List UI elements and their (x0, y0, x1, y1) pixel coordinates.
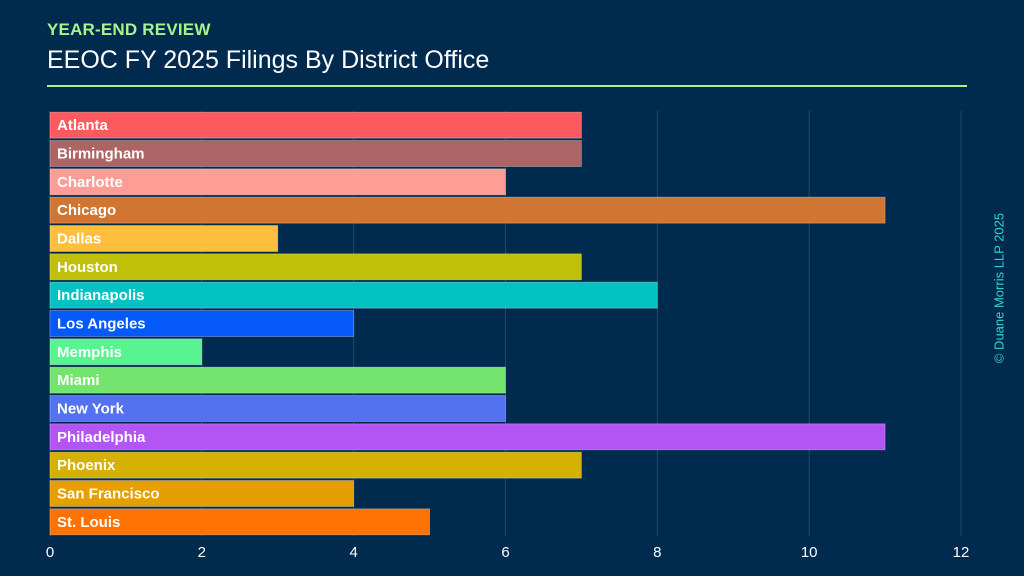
bar-label: Philadelphia (57, 429, 146, 446)
bar-label: Memphis (57, 344, 122, 361)
x-tick-label: 0 (46, 544, 54, 561)
bar-miami (49, 366, 506, 394)
bar-birmingham (49, 140, 582, 167)
bar-atlanta (49, 111, 582, 139)
bar-philadelphia (49, 423, 886, 451)
copyright-watermark: © Duane Morris LLP 2025 (991, 212, 1007, 364)
bar-label: San Francisco (57, 486, 160, 503)
bar-memphis (49, 338, 203, 366)
bar-label: New York (57, 401, 125, 418)
bar-label: St. Louis (57, 514, 120, 531)
bars: Atlanta Birmingham Charlotte Chicago Dallas H… (49, 111, 886, 536)
bar-indianapolis (49, 281, 658, 309)
bar-label: Dallas (57, 231, 101, 248)
bar-label: Atlanta (57, 117, 108, 134)
bar-new-york (49, 395, 506, 422)
bar-houston (49, 253, 582, 281)
bar-label: Miami (57, 372, 100, 389)
bar-label: Los Angeles (57, 316, 146, 333)
bar-phoenix (49, 451, 582, 479)
x-tick-label: 10 (801, 544, 818, 561)
title-divider (47, 85, 967, 87)
bar-san-francisco (49, 480, 355, 507)
bar-label: Charlotte (57, 174, 123, 191)
bar-label: Indianapolis (57, 287, 145, 304)
bar-charlotte (49, 168, 506, 196)
bar-label: Houston (57, 259, 118, 276)
bar-chicago (49, 196, 886, 224)
x-axis-ticks: 0 2 4 6 8 10 12 (46, 544, 970, 561)
x-tick-label: 4 (349, 544, 357, 561)
x-tick-label: 6 (501, 544, 509, 561)
chart-title: EEOC FY 2025 Filings By District Office (47, 46, 490, 74)
bar-label: Birmingham (57, 146, 145, 163)
bar-label: Chicago (57, 202, 116, 219)
x-tick-label: 2 (198, 544, 206, 561)
x-tick-label: 12 (953, 544, 970, 561)
bar-los-angeles (49, 310, 355, 337)
bar-st-louis (49, 508, 430, 536)
bar-dallas (49, 225, 279, 252)
bar-label: Phoenix (57, 457, 116, 474)
x-tick-label: 8 (653, 544, 661, 561)
section-kicker: YEAR-END REVIEW (47, 20, 211, 39)
